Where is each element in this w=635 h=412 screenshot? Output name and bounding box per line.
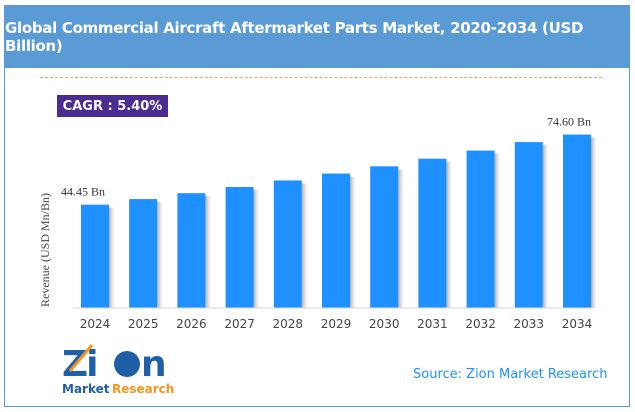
bar-2034 — [563, 134, 591, 308]
bar-2024 — [81, 204, 109, 308]
bar-shadow — [542, 145, 549, 308]
x-tick-label: 2027 — [224, 317, 255, 331]
bar-shadow — [253, 189, 260, 308]
bar-shadow — [398, 169, 405, 308]
bar-shadow — [205, 196, 212, 308]
arrow-icon — [68, 344, 94, 372]
chart-title: Global Commercial Aircraft Aftermarket P… — [5, 6, 629, 68]
bar-shadow — [157, 202, 164, 308]
x-tick-label: 2029 — [321, 317, 352, 331]
bar-shadow — [446, 161, 453, 308]
svg-text:Research: Research — [112, 382, 174, 396]
x-tick-label: 2033 — [514, 317, 545, 331]
bar-2029 — [322, 173, 350, 308]
bar-2027 — [225, 186, 254, 308]
bar-2030 — [370, 166, 399, 308]
x-tick-label: 2034 — [562, 317, 593, 331]
bar-shadow — [494, 153, 501, 308]
x-tick-label: 2026 — [176, 317, 207, 331]
chart-frame — [4, 5, 630, 407]
x-tick-label: 2025 — [128, 317, 159, 331]
data-label: 44.45 Bn — [61, 185, 105, 199]
x-tick-label: 2028 — [273, 317, 304, 331]
bar-2031 — [418, 158, 447, 308]
divider-line — [40, 77, 602, 78]
bar-shadow — [350, 176, 356, 308]
bar-2025 — [129, 199, 158, 308]
svg-text:Zi: Zi — [62, 344, 96, 385]
bar-shadow — [301, 183, 308, 308]
bar-shadow — [591, 137, 597, 308]
cagr-badge: CAGR : 5.40% — [57, 95, 168, 117]
zion-logo: Zi n Market Research — [62, 344, 174, 396]
data-label: 74.60 Bn — [547, 115, 591, 129]
bar-2028 — [273, 180, 302, 308]
globe-icon — [114, 351, 140, 377]
bar-shadow — [109, 207, 115, 308]
y-axis-label: Revenue (USD Mn/Bn) — [38, 193, 52, 307]
x-tick-label: 2031 — [417, 317, 448, 331]
x-tick-label: 2024 — [80, 317, 111, 331]
x-tick-label: 2030 — [369, 317, 400, 331]
bar-2033 — [514, 142, 543, 308]
source-note: Source: Zion Market Research — [413, 367, 608, 382]
x-tick-label: 2032 — [465, 317, 496, 331]
svg-text:n: n — [141, 344, 167, 385]
bar-2032 — [466, 150, 495, 308]
bar-2026 — [177, 193, 206, 308]
svg-text:Market: Market — [62, 382, 110, 396]
